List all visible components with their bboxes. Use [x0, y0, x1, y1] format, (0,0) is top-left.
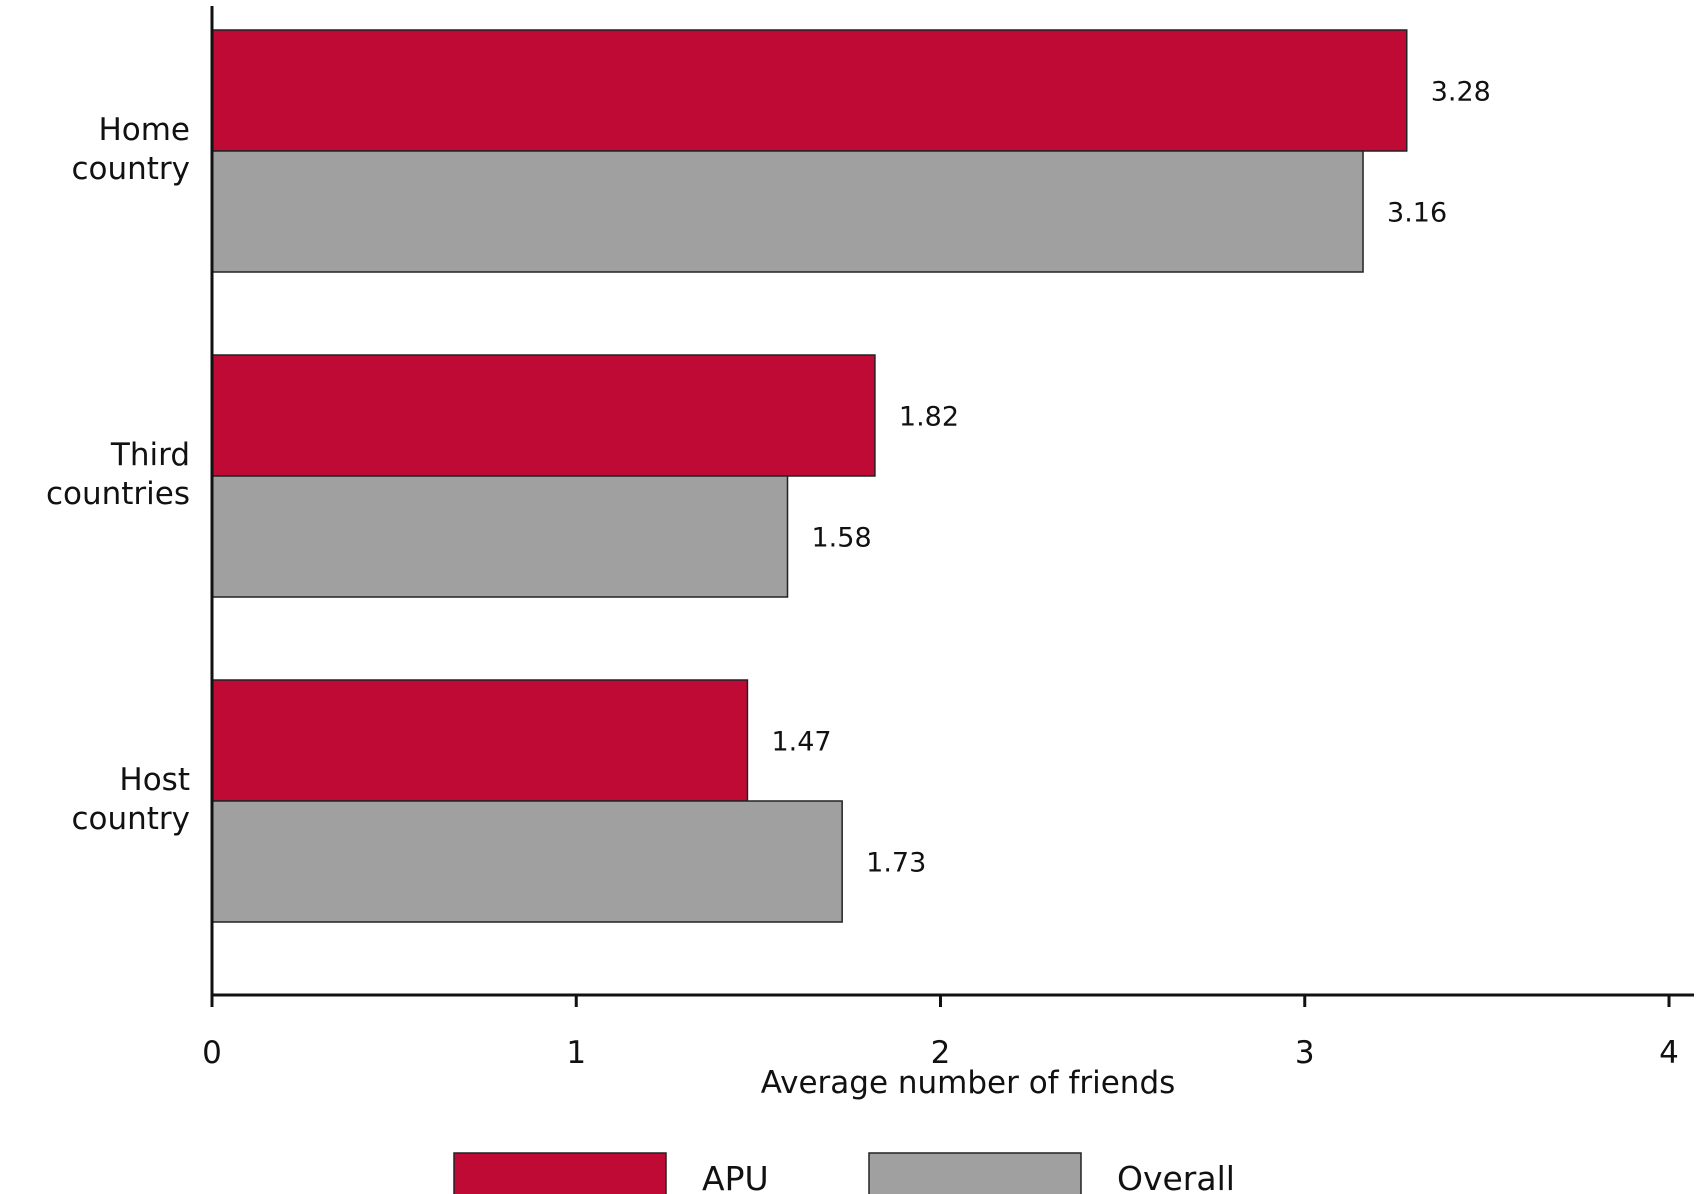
x-tick-label: 0 — [202, 1035, 222, 1071]
category-label-1: Home — [98, 112, 190, 148]
category-label-1: country — [71, 151, 190, 187]
x-tick-label: 3 — [1295, 1035, 1315, 1071]
value-label-overall-2: 1.58 — [812, 523, 872, 554]
category-label-3: country — [71, 801, 190, 837]
value-label-apu-3: 1.47 — [771, 727, 831, 758]
legend-label-overall: Overall — [1117, 1159, 1235, 1194]
bar-apu-2 — [211, 354, 876, 477]
category-label-2: Third — [110, 437, 190, 473]
legend-swatch-overall — [868, 1152, 1082, 1194]
value-label-overall-1: 3.16 — [1387, 198, 1447, 229]
x-axis-title: Average number of friends — [761, 1065, 1176, 1101]
legend-label-apu: APU — [702, 1159, 769, 1194]
value-label-apu-2: 1.82 — [899, 402, 959, 433]
bar-overall-1 — [211, 150, 1364, 273]
x-tick-label: 2 — [931, 1035, 951, 1071]
category-label-2: countries — [46, 476, 190, 512]
x-tick-label: 1 — [566, 1035, 586, 1071]
value-label-apu-1: 3.28 — [1431, 77, 1491, 108]
x-tick-label: 4 — [1659, 1035, 1679, 1071]
legend-swatch-apu — [453, 1152, 667, 1194]
bar-apu-3 — [211, 679, 749, 802]
legend: APU Overall — [453, 1152, 1235, 1194]
x-axis-ticks: 0 1 2 3 4 — [202, 995, 1679, 1071]
value-labels: 3.28 3.16 1.82 1.58 1.47 1.73 — [771, 77, 1490, 879]
value-label-overall-3: 1.73 — [866, 848, 926, 879]
bar-overall-3 — [211, 800, 843, 923]
category-label-3: Host — [119, 762, 190, 798]
bar-apu-1 — [211, 29, 1408, 152]
bar-overall-2 — [211, 475, 789, 598]
bars — [211, 29, 1408, 923]
